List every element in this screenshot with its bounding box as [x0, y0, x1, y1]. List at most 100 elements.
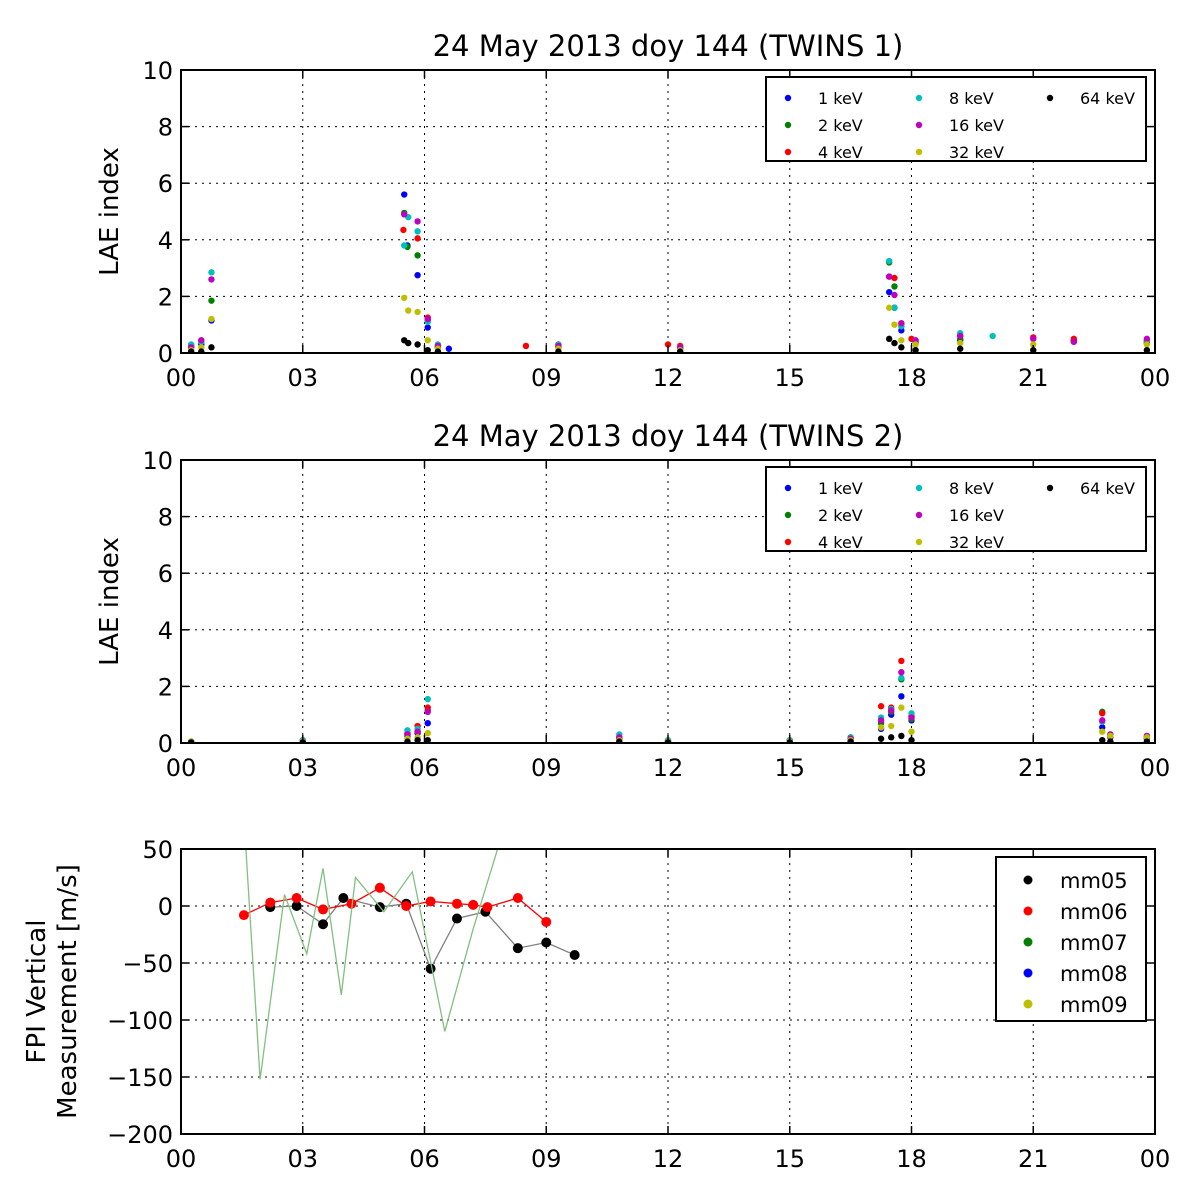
data-point: [898, 669, 905, 676]
data-point: [891, 283, 898, 290]
x-tick-label: 03: [287, 364, 318, 392]
data-marker: [338, 893, 349, 904]
y-tick-label: 4: [158, 617, 173, 645]
legend-label: 1 keV: [818, 479, 863, 498]
legend-label: 4 keV: [818, 143, 863, 162]
data-point: [414, 228, 421, 235]
data-point: [957, 332, 964, 340]
x-tick-label: 00: [1140, 364, 1171, 392]
data-point: [888, 707, 895, 714]
y-tick-label: 0: [158, 730, 173, 758]
plot-area: [238, 849, 580, 1080]
y-tick-label: 50: [142, 836, 173, 864]
legend-marker: [915, 511, 923, 519]
legend-marker: [1023, 937, 1033, 947]
legend-label: 4 keV: [818, 533, 863, 552]
series-line: [245, 849, 499, 1080]
data-point: [404, 738, 411, 743]
legend-marker: [1023, 968, 1033, 978]
legend-marker: [1046, 484, 1054, 492]
y-axis-label: LAE index: [95, 147, 125, 276]
data-point: [1107, 738, 1114, 743]
data-point: [908, 714, 915, 721]
legend-label: 16 keV: [949, 506, 1004, 525]
data-point: [877, 724, 885, 731]
legend-marker: [784, 484, 792, 492]
legend-box: [765, 76, 1147, 162]
legend-label: 8 keV: [949, 479, 994, 498]
data-marker: [512, 943, 523, 954]
legend-marker: [1046, 94, 1054, 102]
data-point: [885, 273, 893, 280]
x-tick-label: 12: [653, 1145, 684, 1173]
data-point: [908, 728, 915, 735]
data-marker: [425, 963, 436, 974]
data-point: [424, 695, 431, 703]
data-point: [898, 732, 905, 740]
data-point: [414, 271, 421, 279]
data-point: [912, 346, 919, 353]
data-marker: [541, 916, 552, 927]
data-marker: [401, 901, 412, 911]
data-point: [888, 722, 895, 730]
x-tick-label: 15: [774, 1145, 805, 1173]
data-point: [891, 291, 898, 299]
data-point: [885, 257, 893, 265]
data-marker: [425, 896, 436, 907]
legend-label: 2 keV: [818, 506, 863, 525]
data-point: [1143, 335, 1151, 343]
legend: mm05 mm06 mm07 mm08 mm09: [995, 856, 1147, 1022]
x-tick-label: 00: [166, 754, 197, 782]
data-point: [401, 242, 408, 249]
data-marker: [265, 897, 276, 908]
data-point: [424, 337, 431, 344]
data-marker: [468, 899, 479, 910]
data-point: [400, 226, 407, 234]
legend-marker: [915, 538, 923, 546]
data-point: [1099, 736, 1106, 743]
legend-marker: [784, 121, 792, 129]
y-tick-label: 8: [158, 504, 173, 532]
data-point: [424, 719, 431, 727]
legend-label: mm09: [1060, 993, 1128, 1017]
data-marker: [318, 904, 329, 915]
data-point: [898, 320, 905, 327]
legend-marker: [1023, 875, 1033, 885]
legend-marker: [784, 94, 792, 102]
data-point: [208, 276, 215, 283]
x-tick-label: 00: [1140, 1145, 1171, 1173]
data-point: [912, 341, 919, 348]
x-tick-label: 18: [896, 1145, 927, 1173]
plot-area: [187, 191, 1151, 353]
data-marker: [346, 898, 357, 909]
x-tick-label: 03: [287, 1145, 318, 1173]
x-tick-label: 00: [166, 364, 197, 392]
legend-box: [995, 856, 1147, 1022]
y-tick-label: 10: [142, 57, 173, 85]
legend-marker: [784, 148, 792, 156]
data-point: [888, 734, 895, 741]
x-tick-label: 09: [531, 754, 562, 782]
data-marker: [291, 901, 302, 911]
x-tick-label: 15: [774, 754, 805, 782]
legend-label: 32 keV: [949, 533, 1004, 552]
data-point: [434, 348, 442, 353]
y-tick-label: −200: [107, 1121, 173, 1149]
legend-marker: [915, 148, 923, 156]
data-point: [891, 274, 898, 282]
y-tick-label: 6: [158, 170, 173, 198]
x-tick-label: 06: [409, 1145, 440, 1173]
data-point: [898, 704, 905, 711]
data-point: [414, 218, 421, 225]
x-tick-label: 15: [774, 364, 805, 392]
chart-title: 24 May 2013 doy 144 (TWINS 1): [433, 29, 904, 63]
data-point: [898, 337, 905, 344]
x-tick-label: 06: [409, 754, 440, 782]
x-tick-label: 12: [653, 754, 684, 782]
x-tick-label: 03: [287, 754, 318, 782]
data-marker: [291, 893, 302, 904]
legend-label: 64 keV: [1080, 89, 1135, 108]
data-point: [1099, 710, 1106, 717]
data-point: [522, 342, 530, 350]
